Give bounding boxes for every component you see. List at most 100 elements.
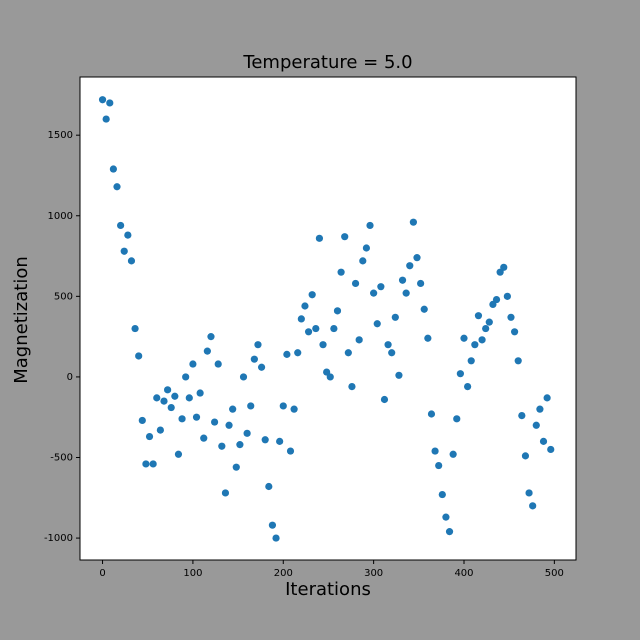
point [431, 447, 439, 455]
point [167, 403, 175, 412]
point [348, 382, 356, 391]
y-tick-label: -1000 [44, 533, 73, 544]
point [529, 502, 537, 510]
point [507, 313, 515, 321]
point [294, 349, 302, 357]
point [98, 96, 107, 104]
point [145, 432, 154, 441]
point [272, 534, 280, 542]
point [510, 328, 519, 336]
point [500, 263, 508, 271]
point [409, 218, 417, 226]
point [203, 347, 211, 355]
y-tick-label: -500 [50, 453, 73, 464]
x-tick-label: 200 [274, 568, 293, 579]
point [178, 415, 186, 423]
point [474, 312, 483, 320]
point [388, 349, 396, 357]
point [337, 268, 345, 276]
point [359, 257, 367, 265]
x-tick-label: 300 [364, 568, 383, 579]
x-tick-label: 100 [183, 568, 202, 579]
x-axis-label: Iterations [285, 579, 371, 600]
axes-frame [79, 76, 577, 561]
point [149, 460, 157, 468]
y-axis-label: Magnetization [11, 256, 32, 384]
point [127, 257, 136, 265]
point [279, 402, 287, 410]
point [384, 341, 392, 349]
point [308, 291, 316, 299]
point [442, 513, 450, 521]
point [449, 450, 457, 458]
point [341, 233, 349, 241]
point [225, 421, 233, 429]
x-tick-label: 500 [545, 568, 564, 579]
point [355, 336, 363, 344]
point [247, 402, 255, 410]
point [192, 413, 201, 421]
point [547, 445, 555, 454]
point [221, 489, 230, 497]
point [344, 349, 352, 357]
point [290, 405, 298, 413]
point [185, 394, 193, 402]
point [297, 315, 305, 323]
point [120, 247, 128, 255]
point [236, 441, 244, 449]
point [395, 371, 403, 379]
point [229, 405, 237, 413]
point [424, 334, 432, 342]
point [435, 461, 443, 470]
point [391, 313, 399, 321]
point [283, 350, 291, 358]
point [286, 447, 295, 455]
point [142, 460, 150, 468]
point [156, 426, 164, 434]
point [351, 279, 360, 288]
point [113, 183, 121, 191]
point [326, 373, 334, 381]
point [196, 389, 204, 397]
point [304, 328, 313, 336]
point [521, 452, 530, 460]
point [460, 334, 468, 342]
x-tick-label: 400 [454, 568, 473, 579]
point [514, 357, 522, 365]
point [453, 415, 461, 423]
point [333, 307, 342, 315]
point [539, 437, 548, 445]
point [257, 363, 266, 371]
point [218, 442, 226, 450]
point [276, 437, 284, 445]
point [109, 165, 117, 173]
point [254, 341, 262, 349]
point [377, 283, 385, 291]
point [315, 234, 324, 242]
point [261, 436, 269, 444]
point [239, 373, 248, 381]
point [485, 318, 493, 326]
point [153, 394, 161, 402]
plot-area [80, 77, 576, 560]
point [319, 341, 327, 349]
point [427, 410, 436, 418]
point [456, 370, 464, 378]
point [250, 355, 258, 363]
y-tick-label: 1000 [48, 211, 73, 222]
point [210, 418, 219, 426]
point [492, 295, 501, 304]
point [406, 262, 414, 270]
point [200, 434, 208, 442]
point [370, 289, 378, 297]
point [131, 324, 139, 333]
point [503, 292, 511, 300]
point [330, 324, 338, 333]
point [243, 429, 251, 437]
point [536, 405, 544, 413]
point [268, 521, 277, 529]
point [312, 324, 320, 333]
point [265, 482, 273, 491]
